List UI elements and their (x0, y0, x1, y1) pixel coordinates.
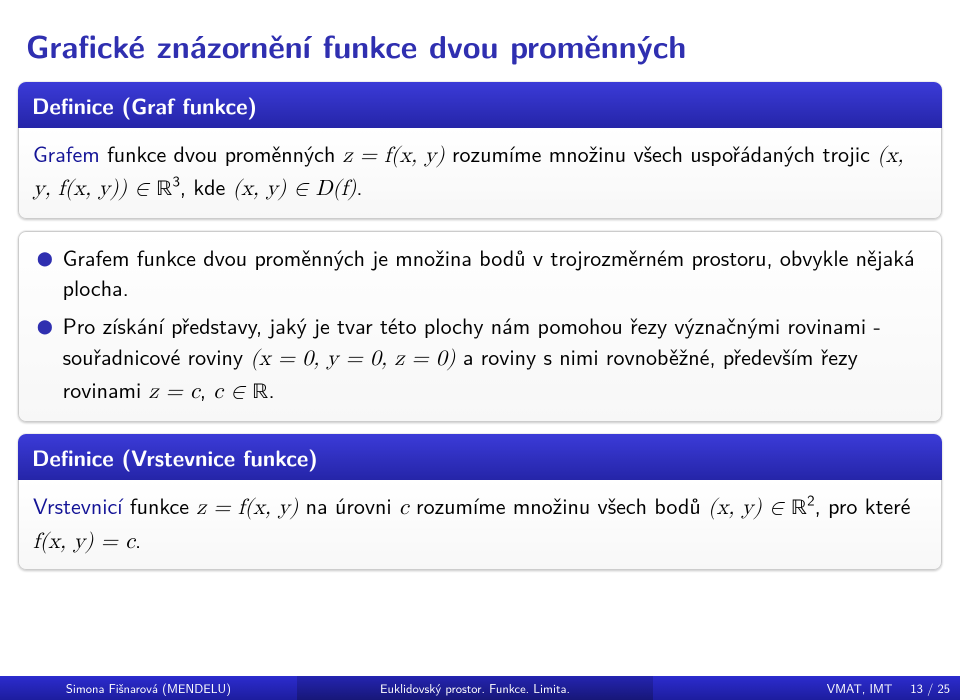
term-grafem: Grafem (33, 137, 100, 169)
bullet-icon: ⬤ (33, 310, 53, 333)
list-item: ⬤ Grafem funkce dvou proměnných je množi… (33, 242, 927, 303)
definition-graf-title: Definice (Graf funkce) (18, 82, 942, 128)
text: , pro které (815, 489, 911, 521)
term-vrstevnici: Vrstevnicí (33, 489, 123, 521)
text: funkce (123, 489, 197, 521)
text: na úrovni (298, 489, 399, 521)
footer-bar: Simona Fišnarová (MENDELU) Euklidovský p… (0, 676, 960, 700)
definition-vrstevnice-body: Vrstevnicí funkce z = f(x, y) na úrovni … (19, 480, 941, 570)
eq-planes: (x = 0, y = 0, z = 0) (250, 348, 455, 370)
set-R3: ℝ (156, 179, 172, 201)
set-R: ℝ (252, 382, 268, 404)
definition-graf-body: Grafem funkce dvou proměnných z = f(x, y… (19, 128, 941, 218)
sup-2: 2 (807, 488, 814, 510)
eq-zc: z = c (149, 381, 200, 403)
slide-title: Grafické znázornění funkce dvou proměnný… (0, 0, 960, 72)
set-R2: ℝ (791, 498, 807, 520)
text: . (356, 170, 362, 202)
bullet-list: ⬤ Grafem funkce dvou proměnných je množi… (33, 242, 927, 409)
definition-graf-block: Definice (Graf funkce) Grafem funkce dvo… (18, 82, 942, 219)
text: funkce dvou proměnných (100, 137, 343, 169)
text: , kde (180, 170, 233, 202)
eq-z-fxy-2: z = f(x, y) (196, 497, 298, 519)
text: rozumíme množinu všech bodů (409, 489, 708, 521)
eq-z-fxy: z = f(x, y) (343, 145, 445, 167)
eq-c-in-R: c ∈ (213, 381, 252, 403)
list-item: ⬤ Pro získání představy, jaký je tvar té… (33, 310, 927, 408)
eq-fxy-c: f(x, y) = c (33, 531, 135, 553)
footer-course: VMAT, IMT (827, 679, 893, 697)
definition-vrstevnice-block: Definice (Vrstevnice funkce) Vrstevnicí … (18, 434, 942, 571)
footer-page: VMAT, IMT 13 / 25 (653, 676, 960, 700)
footer-author: Simona Fišnarová (MENDELU) (0, 676, 297, 700)
content-area: Definice (Graf funkce) Grafem funkce dvo… (0, 72, 960, 700)
footer-page-number: 13 / 25 (910, 679, 950, 697)
bullet-1-text: Grafem funkce dvou proměnných je množina… (63, 242, 927, 303)
text: rozumíme množinu všech uspořádaných troj… (445, 137, 878, 169)
bullets-block: ⬤ Grafem funkce dvou proměnných je množi… (18, 231, 942, 422)
footer-title: Euklidovský prostor. Funkce. Limita. (297, 676, 653, 700)
definition-vrstevnice-title: Definice (Vrstevnice funkce) (18, 434, 942, 480)
text: , (200, 373, 213, 405)
eq-xy-in-R2: (x, y) ∈ (708, 497, 791, 519)
text: . (135, 523, 141, 555)
bullet-2-text: Pro získání představy, jaký je tvar této… (63, 310, 927, 408)
bullet-icon: ⬤ (33, 242, 53, 265)
sup-3: 3 (172, 170, 179, 192)
eq-c: c (399, 497, 409, 519)
text: . (268, 373, 274, 405)
eq-domain: (x, y) ∈ D(f) (233, 178, 357, 200)
